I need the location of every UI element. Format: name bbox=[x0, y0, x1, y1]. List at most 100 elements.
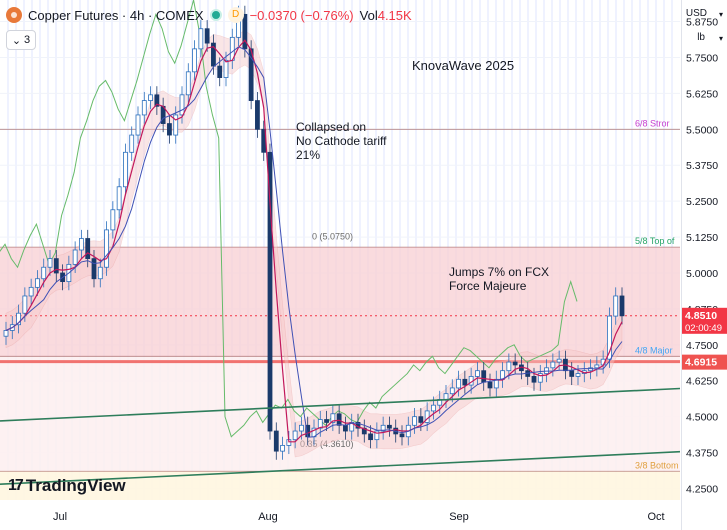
volume-label: Vol bbox=[359, 7, 378, 23]
y-tick-label: 5.5000 bbox=[686, 124, 718, 136]
y-tick-label: 5.3750 bbox=[686, 160, 718, 172]
candle-body bbox=[217, 65, 223, 78]
candle-body bbox=[16, 312, 21, 326]
candle-body bbox=[97, 266, 103, 280]
candle-body bbox=[179, 94, 185, 116]
candle-body bbox=[512, 361, 518, 366]
candle-body bbox=[79, 238, 84, 251]
candle-body bbox=[22, 295, 28, 314]
candle-body bbox=[556, 358, 562, 363]
candle-body bbox=[330, 413, 336, 423]
unit-button[interactable]: lb bbox=[697, 32, 705, 43]
candle-body bbox=[456, 378, 461, 389]
candle-body bbox=[418, 416, 424, 423]
chevron-down-icon: ▾ bbox=[718, 10, 723, 19]
candle-body bbox=[255, 100, 260, 130]
candle-body bbox=[349, 422, 355, 432]
tradingview-logo[interactable]: 17 TradingView bbox=[8, 476, 126, 496]
currency-button[interactable]: USD bbox=[685, 8, 707, 19]
candle-body bbox=[487, 381, 493, 389]
y-tick-label: 4.5000 bbox=[686, 412, 718, 424]
price-change: −0.0370 (−0.76%) bbox=[249, 7, 354, 23]
candle-body bbox=[192, 48, 197, 73]
annotation-collapse-0: Collapsed on bbox=[296, 120, 366, 134]
fib-label-1: 0.35 (4.3610) bbox=[300, 439, 354, 449]
ma-fast-line bbox=[5, 39, 623, 443]
level-price-value: 4.6915 bbox=[685, 357, 717, 369]
fib-label-0: 0 (5.0750) bbox=[312, 232, 353, 242]
symbol-title[interactable]: Copper Futures · 4h · COMEX bbox=[28, 7, 204, 23]
candle-body bbox=[273, 430, 279, 452]
chevron-down-icon: ⌄ bbox=[11, 34, 22, 47]
y-tick-label: 4.6250 bbox=[686, 376, 718, 388]
candle-body bbox=[368, 433, 373, 441]
candle-body bbox=[35, 278, 40, 288]
candle-body bbox=[53, 258, 59, 274]
y-tick-label: 5.8750 bbox=[686, 17, 718, 29]
candle-body bbox=[569, 370, 575, 377]
candle-body bbox=[550, 361, 556, 369]
candle-body bbox=[28, 286, 34, 297]
candle-body bbox=[537, 373, 543, 383]
y-tick-label: 5.1250 bbox=[686, 232, 718, 244]
candle-body bbox=[462, 378, 468, 386]
annotation-knovawave: KnovaWave 2025 bbox=[412, 58, 514, 73]
indicators-toggle-button[interactable]: ⌄ 3 bbox=[6, 30, 36, 50]
candle-body bbox=[613, 295, 619, 317]
chevron-down-icon: ▾ bbox=[718, 34, 723, 43]
candle-body bbox=[412, 416, 417, 426]
candle-body bbox=[506, 361, 512, 372]
candle-body bbox=[47, 258, 53, 268]
candle-body bbox=[85, 238, 91, 260]
annotation-jump-1: Force Majeure bbox=[449, 279, 527, 293]
y-tick-label: 5.2500 bbox=[686, 196, 718, 208]
last-price-tag bbox=[682, 307, 727, 334]
delayed-data-badge: D bbox=[227, 7, 244, 23]
candle-body bbox=[123, 151, 128, 188]
candle-body bbox=[443, 393, 449, 400]
candle-body bbox=[594, 364, 600, 369]
candle-body bbox=[431, 404, 436, 412]
candle-body bbox=[267, 151, 273, 432]
y-tick-label: 4.2500 bbox=[686, 484, 718, 496]
candle-body bbox=[185, 71, 191, 96]
candle-body bbox=[361, 427, 367, 435]
candle-body bbox=[198, 28, 204, 50]
y-tick-label: 5.7500 bbox=[686, 52, 718, 64]
candle-body bbox=[299, 424, 304, 432]
annotation-collapse-1: No Cathode tariff bbox=[296, 134, 387, 148]
candle-body bbox=[173, 114, 179, 136]
candle-body bbox=[374, 430, 380, 441]
candle-body bbox=[292, 430, 298, 441]
trendline-upper bbox=[0, 387, 681, 422]
price-axis-ticks: 4.25004.37504.50004.62504.75004.87505.00… bbox=[682, 17, 727, 496]
zone-upper bbox=[0, 247, 680, 357]
candle-body bbox=[129, 134, 135, 153]
candle-body bbox=[343, 424, 348, 432]
tradingview-mark-icon: 17 bbox=[8, 477, 24, 494]
candle-body bbox=[91, 258, 97, 280]
candle-body bbox=[449, 387, 455, 395]
candle-body bbox=[41, 266, 47, 280]
candle-body bbox=[399, 433, 405, 438]
murrey-level-label-3: 4/8 Major bbox=[635, 345, 673, 355]
bar-countdown: 02:00:49 bbox=[685, 323, 722, 334]
copper-symbol-icon bbox=[6, 7, 22, 23]
candle-body bbox=[242, 13, 248, 50]
candle-body bbox=[481, 370, 487, 383]
x-tick-label: Oct bbox=[647, 511, 664, 523]
annotation-jump-0: Jumps 7% on FCX bbox=[449, 265, 549, 279]
time-axis bbox=[0, 500, 680, 530]
y-tick-label: 4.7500 bbox=[686, 340, 718, 352]
candle-body bbox=[575, 373, 581, 377]
candle-body bbox=[116, 186, 122, 211]
candle-body bbox=[141, 100, 147, 116]
murrey-level-label-2: 5/8 Top of bbox=[635, 236, 675, 246]
candle-body bbox=[110, 209, 116, 231]
last-price-value: 4.8510 bbox=[685, 310, 717, 322]
candle-body bbox=[167, 123, 172, 136]
y-tick-label: 4.3750 bbox=[686, 448, 718, 460]
candle-body bbox=[280, 445, 285, 452]
price-axis[interactable]: USD ▾ lb ▾ 4.2500 4.3750 4.5000 4.6250 4.750… bbox=[681, 0, 727, 530]
